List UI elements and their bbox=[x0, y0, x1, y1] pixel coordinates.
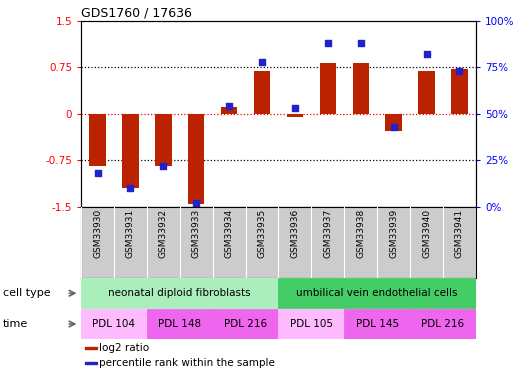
Bar bbox=[353, 63, 369, 114]
Point bbox=[357, 40, 365, 46]
Text: GSM33931: GSM33931 bbox=[126, 209, 135, 258]
Text: GSM33940: GSM33940 bbox=[422, 209, 431, 258]
Bar bbox=[188, 114, 204, 204]
Bar bbox=[221, 107, 237, 114]
Text: PDL 216: PDL 216 bbox=[422, 319, 464, 329]
Bar bbox=[155, 114, 172, 166]
Point bbox=[291, 105, 299, 111]
Point bbox=[324, 40, 332, 46]
Text: PDL 148: PDL 148 bbox=[158, 319, 201, 329]
Bar bbox=[451, 69, 468, 114]
Text: GDS1760 / 17636: GDS1760 / 17636 bbox=[81, 6, 192, 20]
Text: GSM33932: GSM33932 bbox=[159, 209, 168, 258]
Text: GSM33935: GSM33935 bbox=[257, 209, 267, 258]
Text: GSM33937: GSM33937 bbox=[323, 209, 332, 258]
Point bbox=[225, 103, 233, 109]
Bar bbox=[320, 63, 336, 114]
Text: time: time bbox=[3, 319, 28, 329]
Bar bbox=[81, 309, 147, 339]
Text: neonatal diploid fibroblasts: neonatal diploid fibroblasts bbox=[108, 288, 251, 298]
Bar bbox=[147, 309, 213, 339]
Point bbox=[159, 163, 167, 169]
Bar bbox=[254, 72, 270, 114]
Bar bbox=[278, 309, 344, 339]
Text: cell type: cell type bbox=[3, 288, 50, 298]
Bar bbox=[278, 279, 476, 308]
Point bbox=[126, 185, 134, 191]
Text: percentile rank within the sample: percentile rank within the sample bbox=[99, 358, 275, 368]
Bar bbox=[287, 114, 303, 117]
Bar bbox=[81, 279, 278, 308]
Bar bbox=[89, 114, 106, 166]
Text: PDL 145: PDL 145 bbox=[356, 319, 399, 329]
Text: GSM33938: GSM33938 bbox=[356, 209, 365, 258]
Point bbox=[93, 170, 101, 176]
Text: GSM33941: GSM33941 bbox=[455, 209, 464, 258]
Text: GSM33939: GSM33939 bbox=[389, 209, 398, 258]
Text: PDL 216: PDL 216 bbox=[224, 319, 267, 329]
Bar bbox=[213, 309, 278, 339]
Text: PDL 104: PDL 104 bbox=[93, 319, 135, 329]
Bar bbox=[122, 114, 139, 188]
Point bbox=[192, 200, 200, 206]
Text: log2 ratio: log2 ratio bbox=[99, 343, 149, 353]
Bar bbox=[385, 114, 402, 131]
Bar bbox=[410, 309, 476, 339]
Text: GSM33933: GSM33933 bbox=[192, 209, 201, 258]
Point bbox=[390, 124, 398, 130]
Bar bbox=[85, 347, 97, 349]
Point bbox=[456, 68, 464, 74]
Text: GSM33934: GSM33934 bbox=[225, 209, 234, 258]
Text: umbilical vein endothelial cells: umbilical vein endothelial cells bbox=[297, 288, 458, 298]
Bar bbox=[418, 72, 435, 114]
Point bbox=[423, 51, 431, 57]
Text: PDL 105: PDL 105 bbox=[290, 319, 333, 329]
Point bbox=[258, 58, 266, 64]
Text: GSM33936: GSM33936 bbox=[290, 209, 300, 258]
Bar bbox=[344, 309, 410, 339]
Bar bbox=[85, 362, 97, 364]
Text: GSM33930: GSM33930 bbox=[93, 209, 102, 258]
